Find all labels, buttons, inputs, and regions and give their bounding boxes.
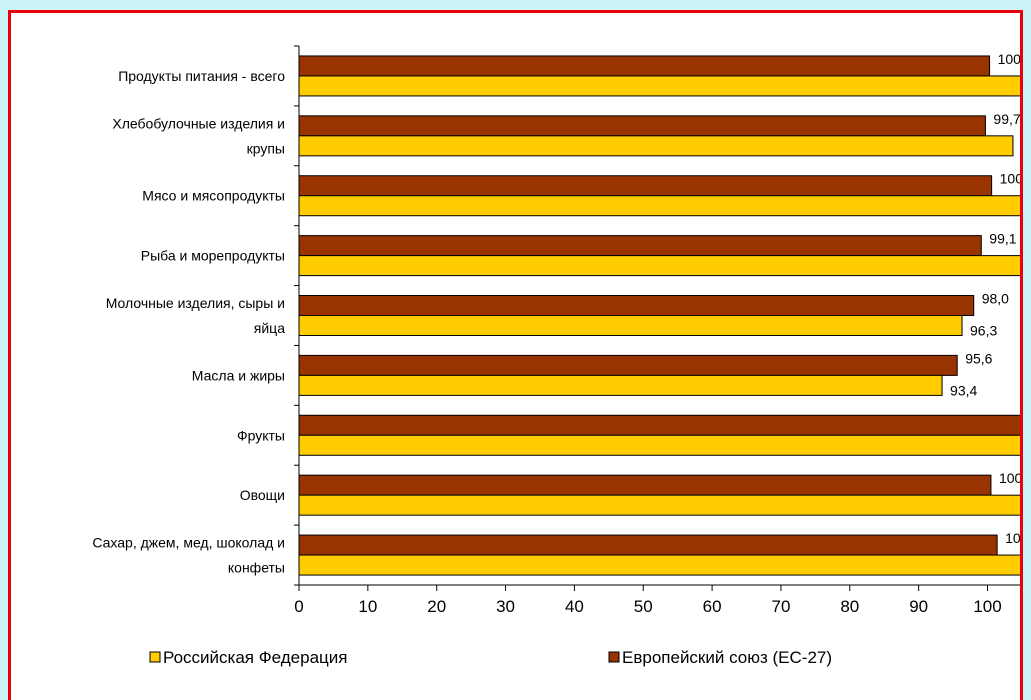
x-tick-label-1: 10 [358, 597, 377, 616]
category-labels: Продукты питания - всего Хлебобулочные из… [92, 68, 285, 576]
data-label-eu-7: 100,5 [999, 470, 1020, 486]
x-tick-label-0: 0 [294, 597, 303, 616]
category-label-4-line-1: яйца [254, 320, 285, 336]
category-label-8-line-0: Сахар, джем, мед, шоколад и [92, 535, 285, 551]
bar-eu-1 [298, 115, 986, 137]
bar-eu-4 [298, 295, 975, 316]
bar-eu-8 [298, 534, 998, 556]
category-label-4-line-0: Молочные изделия, сыры и [106, 295, 285, 311]
bar-ru-1 [298, 135, 1014, 157]
category-label-3: Рыба и морепродукты [141, 248, 285, 264]
data-label-eu-3: 99,1 [989, 231, 1016, 247]
bar-ru-3 [298, 255, 1020, 277]
legend-label-0: Российская Федерация [163, 648, 347, 667]
x-tick-label-2: 20 [427, 597, 446, 616]
data-label-ru-4: 96,3 [970, 323, 997, 339]
data-label-eu-2: 100,6 [1000, 171, 1020, 187]
category-label-8-line-1: конфеты [228, 560, 285, 576]
x-tick-label-4: 40 [565, 597, 584, 616]
bar-chart: 100,3106,999,7103,7100,6105,499,1112,498… [92, 45, 1020, 667]
bar-eu-2 [298, 175, 993, 197]
x-tick-label-9: 90 [909, 597, 928, 616]
bar-ru-7 [298, 494, 1020, 516]
bar-ru-0 [298, 75, 1020, 97]
category-label-1-line-0: Хлебобулочные изделия и [112, 115, 285, 131]
legend: Российская Федерация Европейский союз (ЕС… [149, 648, 832, 667]
bar-ru-2 [298, 195, 1020, 217]
bars-layer: 100,3106,999,7103,7100,6105,499,1112,498… [298, 51, 1020, 576]
bar-ru-6 [298, 434, 1020, 456]
legend-swatch-0 [149, 651, 161, 663]
data-label-eu-1: 99,7 [993, 111, 1020, 127]
x-tick-label-7: 70 [771, 597, 790, 616]
category-label-6: Фрукты [237, 427, 285, 443]
bar-eu-5 [298, 354, 958, 376]
bar-eu-3 [298, 235, 982, 257]
x-tick-label-5: 50 [634, 597, 653, 616]
category-label-2: Мясо и мясопродукты [142, 188, 285, 204]
bar-eu-6 [298, 414, 1020, 436]
x-tick-label-3: 30 [496, 597, 515, 616]
data-label-eu-5: 95,6 [965, 350, 992, 366]
category-label-7: Овощи [240, 487, 285, 503]
bar-ru-5 [298, 374, 943, 396]
data-label-eu-4: 98,0 [982, 291, 1009, 307]
cropped-title-fragment [431, 1, 651, 9]
bar-eu-7 [298, 474, 992, 496]
category-label-1-line-1: крупы [247, 140, 285, 156]
bar-ru-8 [298, 554, 1020, 576]
x-tick-label-8: 80 [840, 597, 859, 616]
data-label-eu-8: 101,4 [1005, 530, 1020, 546]
category-label-5: Масла и жиры [192, 367, 285, 383]
x-axis: 0102030405060708090100110120130140 [294, 45, 1020, 616]
x-tick-label-6: 60 [703, 597, 722, 616]
legend-label-1: Европейский союз (ЕС-27) [622, 648, 832, 667]
chart-frame: 100,3106,999,7103,7100,6105,499,1112,498… [8, 10, 1023, 700]
category-label-0: Продукты питания - всего [118, 68, 285, 84]
x-tick-label-10: 100 [973, 597, 1001, 616]
data-label-eu-0: 100,3 [998, 51, 1020, 67]
data-label-ru-5: 93,4 [950, 382, 977, 398]
bar-eu-0 [298, 55, 991, 77]
legend-swatch-1 [608, 651, 620, 663]
bar-ru-4 [298, 315, 963, 336]
